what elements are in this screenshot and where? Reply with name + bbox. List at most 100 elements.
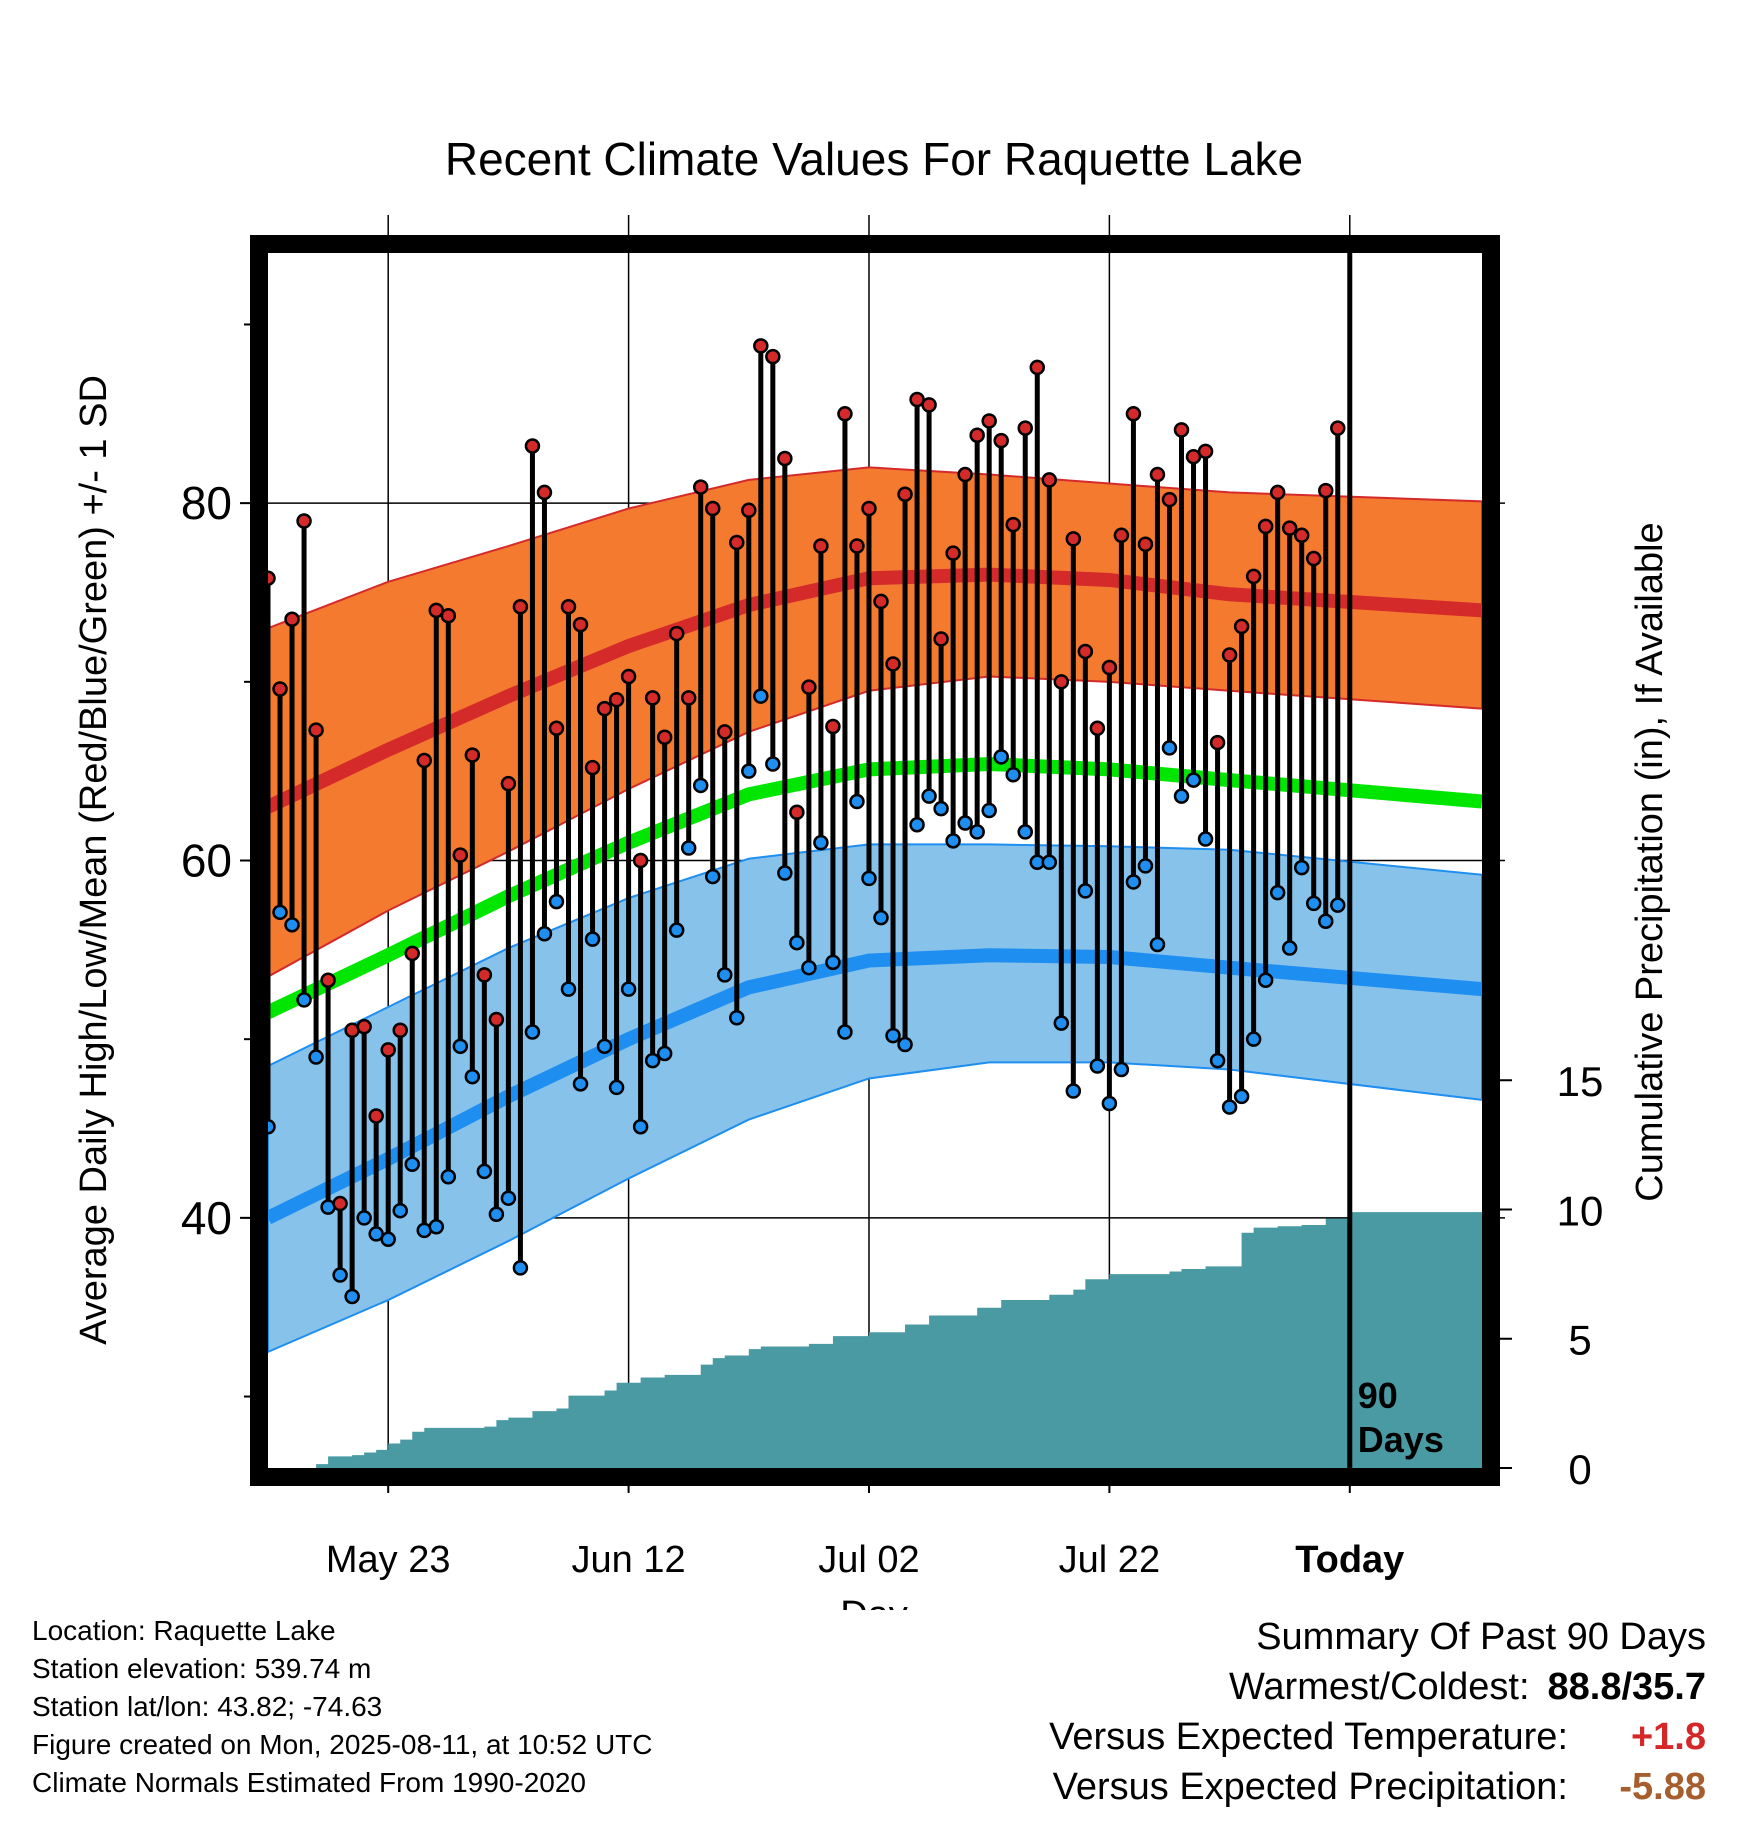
low-point-76	[1173, 788, 1190, 804]
low-point-17	[464, 1068, 481, 1085]
low-point-11	[392, 1202, 408, 1219]
plot-border	[250, 235, 1500, 1486]
high-point-19	[488, 1011, 505, 1028]
high-point-21	[512, 599, 529, 615]
high-point-72	[1125, 406, 1142, 422]
info-created: Figure created on Mon, 2025-08-11, at 10…	[32, 1729, 653, 1760]
high-point-58	[957, 466, 973, 483]
high-point-76	[1173, 422, 1190, 438]
low-point-89	[1330, 897, 1346, 913]
high-point-16	[452, 847, 469, 863]
low-point-31	[632, 1118, 649, 1135]
low-point-35	[680, 840, 697, 856]
climate-chart: Recent Climate Values For Raquette Lake …	[73, 133, 1671, 1610]
low-point-51	[873, 909, 889, 926]
high-point-47	[825, 718, 841, 735]
summary-title: Summary Of Past 90 Days	[1256, 1616, 1706, 1658]
high-point-89	[1330, 420, 1346, 436]
high-point-85	[1281, 520, 1298, 536]
high-point-8	[356, 1018, 372, 1035]
low-point-59	[969, 824, 985, 840]
high-point-80	[1221, 647, 1238, 663]
y-tick-label-0: 40	[181, 1192, 232, 1244]
low-point-8	[356, 1210, 372, 1226]
low-point-30	[620, 981, 637, 997]
high-point-30	[620, 668, 637, 685]
low-point-60	[981, 802, 997, 819]
low-point-48	[837, 1024, 853, 1040]
x-tick-label-2: Jul 02	[818, 1539, 919, 1581]
low-point-52	[885, 1027, 901, 1044]
high-point-60	[981, 413, 997, 429]
high-point-88	[1317, 482, 1334, 499]
today-days-label-2: Days	[1358, 1419, 1444, 1460]
x-tick-label-0: May 23	[326, 1539, 451, 1581]
low-point-62	[1005, 766, 1021, 783]
low-point-29	[608, 1079, 625, 1096]
low-point-16	[452, 1038, 469, 1055]
summary-precip-row: Versus Expected Precipitation: -5.88	[1049, 1762, 1706, 1812]
low-point-80	[1221, 1099, 1238, 1115]
low-point-84	[1269, 884, 1286, 901]
low-point-33	[656, 1045, 673, 1062]
high-point-49	[849, 538, 865, 554]
low-point-61	[993, 749, 1009, 765]
low-point-63	[1017, 824, 1033, 840]
high-point-64	[1029, 359, 1046, 376]
high-point-74	[1149, 466, 1166, 483]
low-point-56	[933, 800, 949, 817]
high-point-44	[789, 804, 805, 821]
y-tick-label-2: 80	[181, 477, 232, 529]
high-point-59	[969, 427, 985, 443]
high-point-73	[1137, 536, 1154, 552]
low-point-66	[1053, 1015, 1070, 1031]
high-point-45	[801, 679, 817, 695]
info-location: Location: Raquette Lake	[32, 1615, 336, 1646]
high-point-11	[392, 1022, 408, 1038]
high-point-65	[1041, 472, 1058, 488]
low-point-42	[765, 756, 781, 772]
high-point-68	[1077, 643, 1094, 660]
high-point-18	[476, 967, 493, 983]
low-point-27	[584, 931, 601, 947]
high-point-35	[680, 690, 697, 706]
high-point-32	[644, 690, 661, 706]
low-point-53	[897, 1036, 913, 1053]
high-point-23	[536, 484, 553, 501]
high-point-37	[704, 500, 721, 517]
low-point-70	[1101, 1095, 1118, 1112]
summary-temp-value: +1.8	[1630, 1716, 1706, 1758]
high-point-10	[380, 1042, 396, 1058]
summary-warm-label: Warmest/Coldest:	[1228, 1666, 1530, 1708]
summary-warm-row: Warmest/Coldest: 88.8/35.7	[1049, 1662, 1706, 1712]
low-point-15	[440, 1169, 457, 1185]
low-point-38	[717, 967, 733, 983]
high-point-3	[296, 513, 312, 529]
high-point-57	[945, 545, 961, 561]
low-point-12	[404, 1156, 420, 1172]
low-point-50	[861, 870, 877, 887]
axes: May 23 Jun 12 Jul 02 Jul 22 Today 40 60 80 0 5 10 1…	[73, 323, 1671, 1581]
low-point-39	[729, 1009, 745, 1026]
high-point-78	[1197, 443, 1214, 460]
low-point-6	[332, 1267, 348, 1283]
low-point-71	[1113, 1061, 1130, 1078]
low-point-58	[957, 815, 973, 831]
high-point-52	[885, 656, 901, 672]
low-point-34	[668, 922, 685, 938]
low-point-73	[1137, 858, 1154, 874]
high-point-15	[440, 607, 457, 624]
observations	[260, 338, 1346, 1305]
low-point-46	[813, 834, 829, 851]
y-axis-label-right: Cumulative Precipitation (in), If Availa…	[1629, 522, 1671, 1201]
right-tick-label-3: 15	[1557, 1058, 1604, 1105]
low-point-10	[380, 1231, 396, 1248]
high-point-43	[777, 450, 793, 467]
high-point-71	[1113, 527, 1130, 544]
high-point-51	[873, 593, 889, 610]
low-point-4	[308, 1049, 324, 1065]
high-point-12	[404, 945, 420, 962]
low-point-68	[1077, 883, 1094, 899]
y-axis-label-left: Average Daily High/Low/Mean (Red/Blue/Gr…	[73, 375, 115, 1345]
